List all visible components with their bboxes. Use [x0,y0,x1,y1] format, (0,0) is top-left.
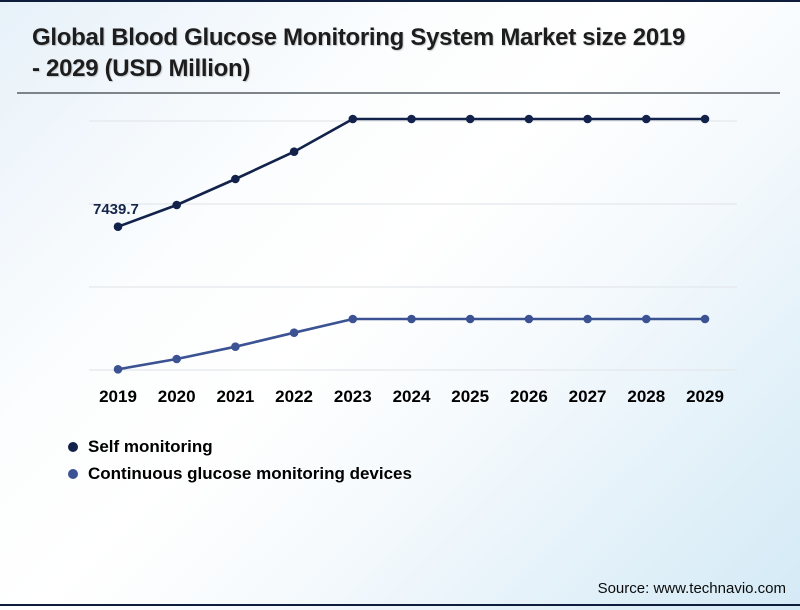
data-point-self-monitoring [642,114,651,124]
x-axis: 2019 2020 2021 2022 2023 2024 2025 2026 2027 2028… [0,387,800,409]
series-line-continuous-glucose-monitoring-devices [117,317,705,371]
x-axis-label-2021: 2021 [216,387,255,406]
data-point-self-monitoring [700,114,710,124]
data-point-self-monitoring [524,114,534,124]
source-attribution: Source: www.technavio.com [597,580,786,597]
data-point-continuous-glucose-monitoring-devices [289,328,299,338]
x-axis-label-2023: 2023 [333,387,372,406]
legend-marker-icon [68,441,78,452]
legend: Self monitoring Continuous glucose monit… [68,433,412,487]
x-axis-label-2025: 2025 [451,387,490,406]
data-point-self-monitoring [583,114,592,124]
data-point-label-2019: 7439.7 [93,201,139,218]
chart-title: Global Blood Glucose Monitoring System M… [32,24,685,82]
data-point-continuous-glucose-monitoring-devices [700,314,710,324]
data-point-continuous-glucose-monitoring-devices [348,314,358,324]
legend-item-continuous-glucose-monitoring: Continuous glucose monitoring devices [68,460,412,487]
data-point-self-monitoring [113,222,123,231]
data-point-continuous-glucose-monitoring-devices [231,342,240,352]
legend-label: Continuous glucose monitoring devices [88,463,412,483]
data-point-continuous-glucose-monitoring-devices [524,314,534,324]
title-divider [17,92,780,94]
data-point-self-monitoring [407,114,416,124]
bottom-border-line [0,604,800,606]
data-point-continuous-glucose-monitoring-devices [642,314,651,324]
x-axis-label-2019: 2019 [99,387,137,406]
data-point-self-monitoring [172,200,181,210]
x-axis-label-2027: 2027 [568,387,607,406]
data-point-continuous-glucose-monitoring-devices [465,314,475,324]
legend-label: Self monitoring [88,436,213,456]
data-point-self-monitoring [289,147,299,156]
legend-item-self-monitoring: Self monitoring [68,433,412,460]
data-point-self-monitoring [231,174,240,184]
x-axis-label-2020: 2020 [157,387,196,406]
x-axis-label-2022: 2022 [275,387,313,406]
x-axis-label-2026: 2026 [509,387,548,406]
series-line-self-monitoring [117,117,705,228]
data-point-continuous-glucose-monitoring-devices [407,314,416,324]
x-axis-label-2028: 2028 [627,387,666,406]
top-border-line [0,0,800,2]
x-axis-label-2029: 2029 [686,387,724,406]
legend-marker-icon [68,468,78,479]
data-point-continuous-glucose-monitoring-devices [583,314,592,324]
data-point-continuous-glucose-monitoring-devices [172,354,181,364]
x-axis-label-2024: 2024 [392,387,431,406]
data-point-self-monitoring [465,114,475,124]
data-point-self-monitoring [348,114,358,124]
data-point-continuous-glucose-monitoring-devices [113,365,123,374]
